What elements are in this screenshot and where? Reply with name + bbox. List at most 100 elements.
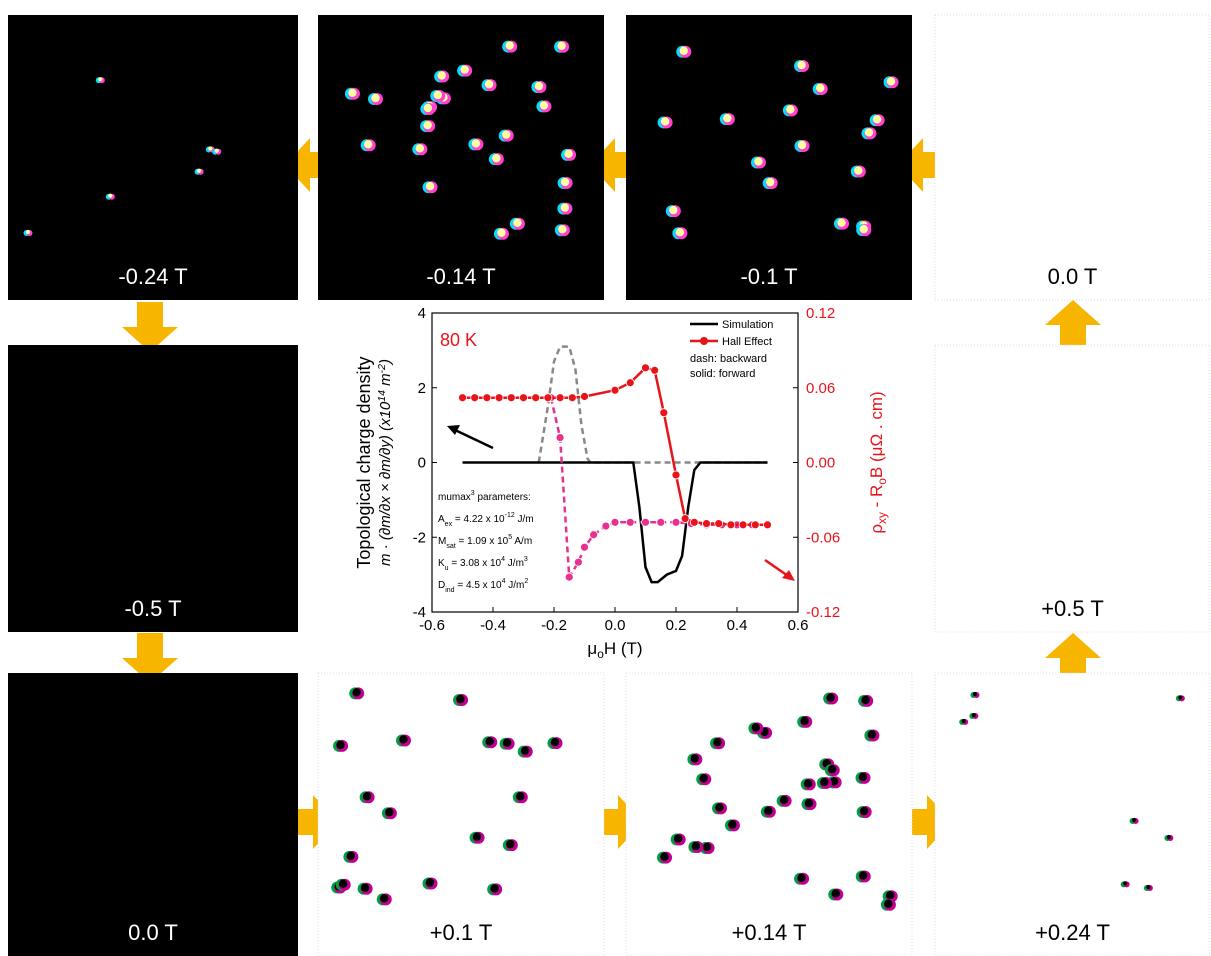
data-point bbox=[702, 519, 711, 528]
skyrmion bbox=[872, 115, 882, 124]
panel-background bbox=[934, 344, 1211, 633]
skyrmion bbox=[723, 113, 732, 123]
y2-axis-label: ρxy - RoB (μΩ . cm) bbox=[867, 391, 889, 533]
skyrmion bbox=[472, 832, 482, 841]
y-tick-label: 0 bbox=[418, 455, 426, 472]
data-point bbox=[625, 517, 635, 527]
simulation-panel: -0.1 T bbox=[626, 15, 912, 300]
arrow bbox=[122, 302, 178, 352]
data-point bbox=[671, 470, 681, 480]
panel-label: 0.0 T bbox=[128, 920, 178, 945]
panel-label: -0.5 T bbox=[124, 596, 181, 621]
data-point bbox=[763, 520, 772, 530]
simulation-panel: -0.24 T bbox=[8, 15, 298, 300]
data-point bbox=[610, 517, 620, 527]
skyrmion bbox=[867, 730, 877, 739]
skyrmion bbox=[961, 718, 966, 724]
parameter: Ku = 3.08 x 104 J/m3 bbox=[438, 556, 528, 572]
skyrmion bbox=[484, 79, 494, 89]
panel-label: +0.5 T bbox=[1041, 596, 1104, 621]
skyrmion bbox=[506, 839, 515, 849]
text-part: D bbox=[438, 580, 445, 591]
panel-label: +0.14 T bbox=[732, 920, 807, 945]
simulation-panel: -0.5 T bbox=[8, 345, 298, 632]
skyrmion bbox=[797, 140, 807, 150]
skyrmion bbox=[485, 737, 494, 746]
parameter: Aex = 4.22 x 10-12 J/m bbox=[438, 512, 534, 528]
data-point bbox=[680, 514, 690, 523]
skyrmion bbox=[864, 128, 874, 137]
skyrmion bbox=[558, 225, 567, 234]
y-axis-label: Topological charge density bbox=[354, 356, 374, 568]
text-part: m bbox=[377, 373, 394, 390]
text-part: u bbox=[445, 565, 449, 572]
skyrmion bbox=[338, 879, 348, 888]
y2-tick-label: -0.12 bbox=[806, 604, 840, 621]
arrow bbox=[764, 558, 789, 578]
data-point bbox=[580, 542, 589, 552]
skyrmion bbox=[972, 691, 978, 697]
skyrmion bbox=[751, 723, 761, 732]
y-tick-label: 2 bbox=[418, 380, 426, 397]
data-point bbox=[580, 392, 589, 401]
text-part: ex bbox=[445, 521, 453, 528]
skyrmion bbox=[804, 779, 813, 788]
x-tick-label: 0.2 bbox=[666, 617, 687, 634]
skyrmion bbox=[669, 205, 678, 215]
text-part: A/m bbox=[512, 536, 532, 547]
data-point bbox=[671, 517, 681, 527]
skyrmion bbox=[385, 808, 394, 817]
skyrmion bbox=[560, 177, 570, 187]
y2-tick-label: -0.06 bbox=[806, 529, 840, 546]
skyrmion bbox=[886, 77, 896, 86]
skyrmion bbox=[859, 806, 869, 816]
skyrmion bbox=[859, 871, 868, 880]
chart: -0.6 -0.4 -0.2 0.0 0.2 0.4 0.6 -4 -2 0 2 4 -0.12 -0.0… bbox=[354, 305, 889, 661]
data-point bbox=[564, 572, 574, 582]
data-point bbox=[659, 408, 669, 418]
arrow bbox=[454, 428, 494, 450]
skyrmion bbox=[197, 168, 202, 173]
series-line bbox=[462, 461, 768, 584]
skyrmion bbox=[786, 105, 795, 114]
text-part: = 4.22 x 10 bbox=[452, 514, 505, 525]
panel-background bbox=[8, 15, 298, 300]
data-point bbox=[574, 557, 583, 567]
simulation-panel: +0.1 T bbox=[317, 672, 605, 956]
text-part: = 1.09 x 10 bbox=[456, 536, 509, 547]
skyrmion bbox=[728, 820, 737, 829]
legend-label: Simulation bbox=[722, 319, 773, 331]
text-part: sat bbox=[446, 543, 455, 550]
annotation: 80 K bbox=[440, 330, 477, 350]
data-point bbox=[656, 517, 666, 527]
text-part: ind bbox=[445, 587, 454, 594]
skyrmion bbox=[690, 754, 700, 763]
skyrmion bbox=[490, 884, 499, 893]
data-point bbox=[750, 520, 760, 530]
text-part: o bbox=[875, 478, 889, 485]
skyrmion bbox=[820, 777, 829, 787]
skyrmion bbox=[346, 851, 356, 861]
text-part: = 4.5 x 10 bbox=[455, 580, 502, 591]
skyrmion bbox=[660, 117, 670, 126]
data-point bbox=[555, 433, 565, 442]
text-part: ρ bbox=[867, 524, 886, 534]
data-point bbox=[543, 393, 553, 403]
data-point bbox=[531, 393, 541, 403]
skyrmion bbox=[25, 229, 31, 235]
skyrmion bbox=[1123, 881, 1128, 886]
data-point bbox=[567, 393, 577, 403]
x-axis-label: μoH (T) bbox=[587, 639, 642, 661]
arrow-head bbox=[447, 425, 460, 435]
skyrmion bbox=[360, 883, 370, 892]
data-point bbox=[641, 363, 650, 373]
text-part: J/m bbox=[515, 514, 534, 525]
panel-label: 0.0 T bbox=[1048, 264, 1098, 289]
text-part: mumax bbox=[438, 492, 471, 503]
panel-background bbox=[626, 15, 912, 300]
skyrmion bbox=[1146, 884, 1151, 890]
text-part: parameters: bbox=[475, 492, 531, 503]
skyrmion bbox=[837, 218, 846, 227]
data-point bbox=[738, 520, 748, 530]
